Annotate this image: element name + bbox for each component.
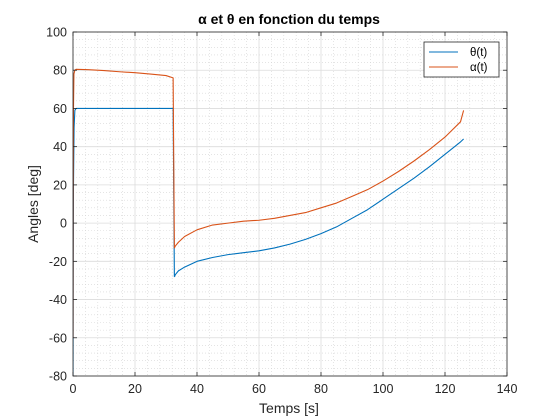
legend-box	[423, 41, 500, 78]
x-tick-label: 60	[252, 382, 266, 396]
y-tick-label: -60	[49, 331, 67, 345]
y-tick-label: -40	[49, 293, 67, 307]
minor-grid	[73, 32, 507, 376]
x-tick-label: 80	[314, 382, 328, 396]
x-tick-label: 40	[190, 382, 204, 396]
y-axis-label: Angles [deg]	[25, 165, 41, 243]
legend-label-1: θ(t)	[470, 47, 487, 59]
x-tick-label: 0	[70, 382, 77, 396]
x-tick-label: 140	[497, 382, 518, 396]
y-tick-labels: -80 -60 -40 -20 0 20 40 60 80 100	[46, 26, 67, 384]
legend-label-2: α(t)	[470, 62, 488, 74]
plot-frame	[72, 31, 508, 377]
y-tick-label: 60	[53, 102, 67, 116]
x-tick-label: 120	[435, 382, 456, 396]
axis-ticks	[72, 31, 508, 377]
series-layer	[73, 68, 465, 376]
y-tick-label: 0	[60, 217, 67, 231]
x-tick-label: 20	[128, 382, 142, 396]
plot-area	[73, 32, 507, 376]
series-line-1	[73, 107, 464, 376]
y-tick-label: 20	[53, 178, 67, 192]
y-tick-label: 40	[53, 140, 67, 154]
series-line-2	[73, 68, 465, 338]
x-tick-label: 100	[373, 382, 394, 396]
y-tick-label: -80	[49, 370, 67, 384]
x-axis-label: Temps [s]	[259, 400, 319, 416]
legend: θ(t) α(t)	[423, 41, 500, 78]
chart-title: α et θ en fonction du temps	[198, 11, 380, 27]
y-tick-label: 80	[53, 64, 67, 78]
y-tick-label: 100	[46, 26, 67, 40]
y-tick-label: -20	[49, 255, 67, 269]
x-tick-labels: 0 20 40 60 80 100 120 140	[70, 382, 518, 396]
